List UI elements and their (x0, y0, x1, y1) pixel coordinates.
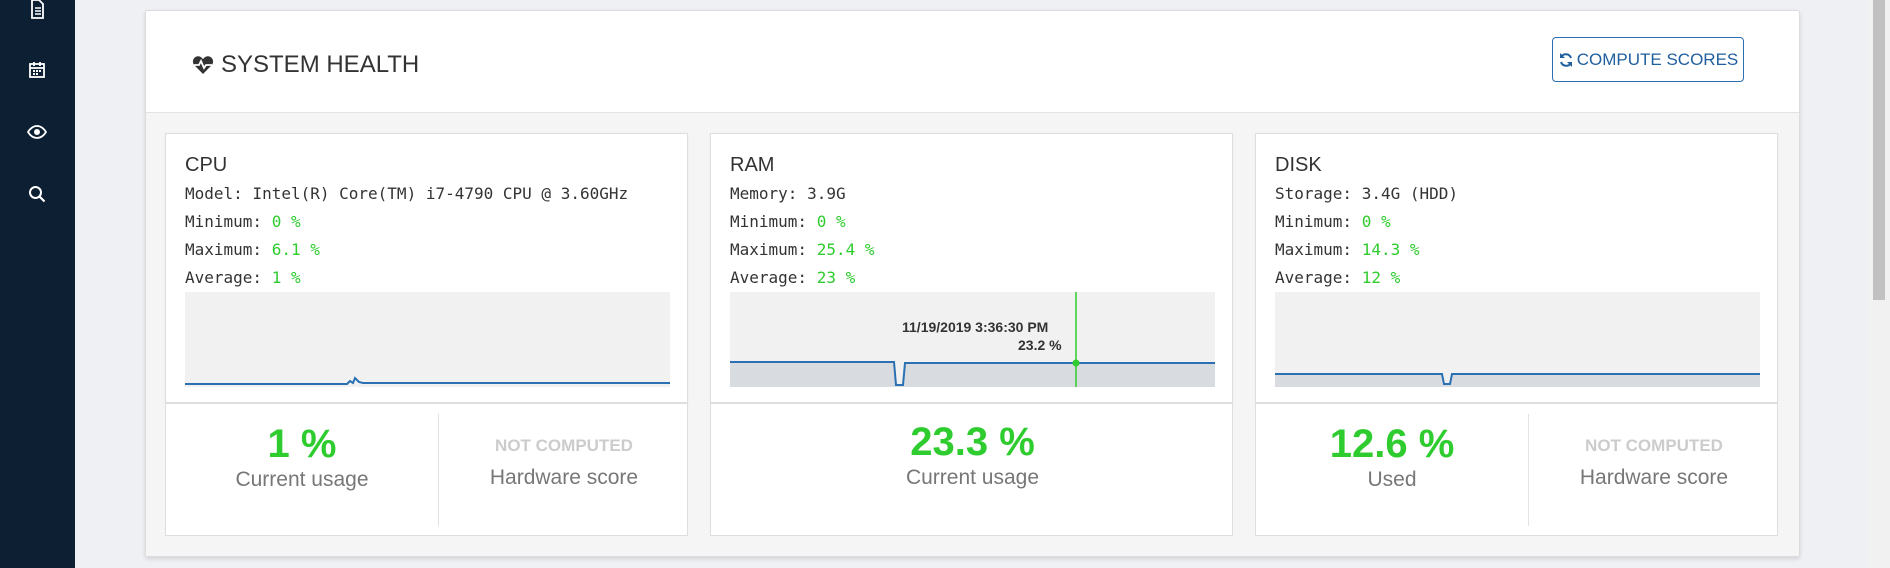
divider (1528, 414, 1529, 526)
disk-score-label: Hardware score (1579, 466, 1729, 489)
ram-maximum: Maximum: 25.4 % (730, 240, 875, 259)
disk-minimum: Minimum: 0 % (1275, 212, 1391, 231)
ram-title: RAM (730, 154, 775, 176)
ram-memory: Memory: 3.9G (730, 184, 846, 203)
ram-usage-area (730, 362, 1215, 387)
cpu-usage-line (185, 376, 670, 385)
compute-scores-label: COMPUTE SCORES (1576, 49, 1739, 69)
disk-score-status: NOT COMPUTED (1585, 436, 1723, 455)
disk-maximum: Maximum: 14.3 % (1275, 240, 1420, 259)
cpu-current-value: 1 % (267, 422, 337, 466)
cpu-model: Model: Intel(R) Core(TM) i7-4790 CPU @ 3… (185, 184, 629, 203)
disk-current-label: Used (1367, 468, 1417, 491)
ram-hover-point (1072, 359, 1080, 367)
refresh-icon (1559, 52, 1572, 67)
document-icon[interactable] (25, 0, 49, 21)
cpu-current-label: Current usage (235, 468, 369, 491)
page-title: SYSTEM HEALTH (191, 49, 419, 81)
heartbeat-icon (192, 56, 214, 74)
cpu-metrics: 1 % Current usage NOT COMPUTED Hardware … (165, 403, 688, 536)
ram-current-label: Current usage (905, 466, 1040, 489)
ram-card: RAM Memory: 3.9G Minimum: 0 % Maximum: 2… (710, 133, 1233, 536)
panel-header: SYSTEM HEALTH COMPUTE SCORES (146, 11, 1799, 113)
cpu-card: CPU Model: Intel(R) Core(TM) i7-4790 CPU… (165, 133, 688, 536)
cpu-score-status: NOT COMPUTED (495, 436, 633, 455)
cpu-usage-chart[interactable] (185, 292, 670, 387)
ram-usage-line (730, 361, 1215, 386)
disk-metrics: 12.6 % Used NOT COMPUTED Hardware score (1255, 403, 1778, 536)
sidebar (0, 0, 75, 568)
ram-minimum: Minimum: 0 % (730, 212, 846, 231)
disk-used: 12.6 % Used (1256, 424, 1528, 492)
ram-average: Average: 23 % (730, 268, 856, 287)
scrollbar-thumb[interactable] (1873, 0, 1885, 300)
disk-info: DISK Storage: 3.4G (HDD) Minimum: 0 % Ma… (1255, 133, 1778, 403)
scrollbar[interactable] (1868, 0, 1890, 568)
ram-current-value: 23.3 % (910, 420, 1035, 464)
ram-usage-chart[interactable]: 11/19/2019 3:36:30 PM 23.2 % (730, 292, 1215, 387)
cpu-minimum: Minimum: 0 % (185, 212, 301, 231)
search-icon[interactable] (25, 182, 49, 206)
page-title-text: SYSTEM HEALTH (221, 51, 420, 78)
cpu-average: Average: 1 % (185, 268, 301, 287)
disk-usage-chart[interactable] (1275, 292, 1760, 387)
divider (438, 414, 439, 526)
disk-current-value: 12.6 % (1329, 422, 1455, 466)
disk-hardware-score: NOT COMPUTED Hardware score (1529, 437, 1779, 490)
cpu-score-label: Hardware score (489, 466, 639, 489)
disk-usage-area (1275, 374, 1760, 387)
ram-tooltip-value: 23.2 % (1018, 337, 1062, 353)
eye-icon[interactable] (25, 120, 49, 144)
cpu-title: CPU (185, 154, 228, 176)
ram-info: RAM Memory: 3.9G Minimum: 0 % Maximum: 2… (710, 133, 1233, 403)
cpu-hardware-score: NOT COMPUTED Hardware score (439, 437, 689, 490)
cpu-current-usage: 1 % Current usage (166, 424, 438, 492)
ram-tooltip-time: 11/19/2019 3:36:30 PM (902, 319, 1049, 335)
ram-current-usage: 23.3 % Current usage (711, 422, 1234, 490)
disk-average: Average: 12 % (1275, 268, 1401, 287)
disk-usage-line (1275, 373, 1760, 385)
calendar-icon[interactable] (25, 58, 49, 82)
disk-card: DISK Storage: 3.4G (HDD) Minimum: 0 % Ma… (1255, 133, 1778, 536)
cpu-info: CPU Model: Intel(R) Core(TM) i7-4790 CPU… (165, 133, 688, 403)
system-health-panel: SYSTEM HEALTH COMPUTE SCORES CPU Model: … (145, 10, 1800, 557)
cpu-maximum: Maximum: 6.1 % (185, 240, 320, 259)
panel-body: CPU Model: Intel(R) Core(TM) i7-4790 CPU… (146, 113, 1799, 556)
compute-scores-button[interactable]: COMPUTE SCORES (1552, 37, 1744, 82)
disk-storage: Storage: 3.4G (HDD) (1275, 184, 1459, 203)
disk-title: DISK (1275, 154, 1322, 176)
ram-metrics: 23.3 % Current usage (710, 403, 1233, 536)
